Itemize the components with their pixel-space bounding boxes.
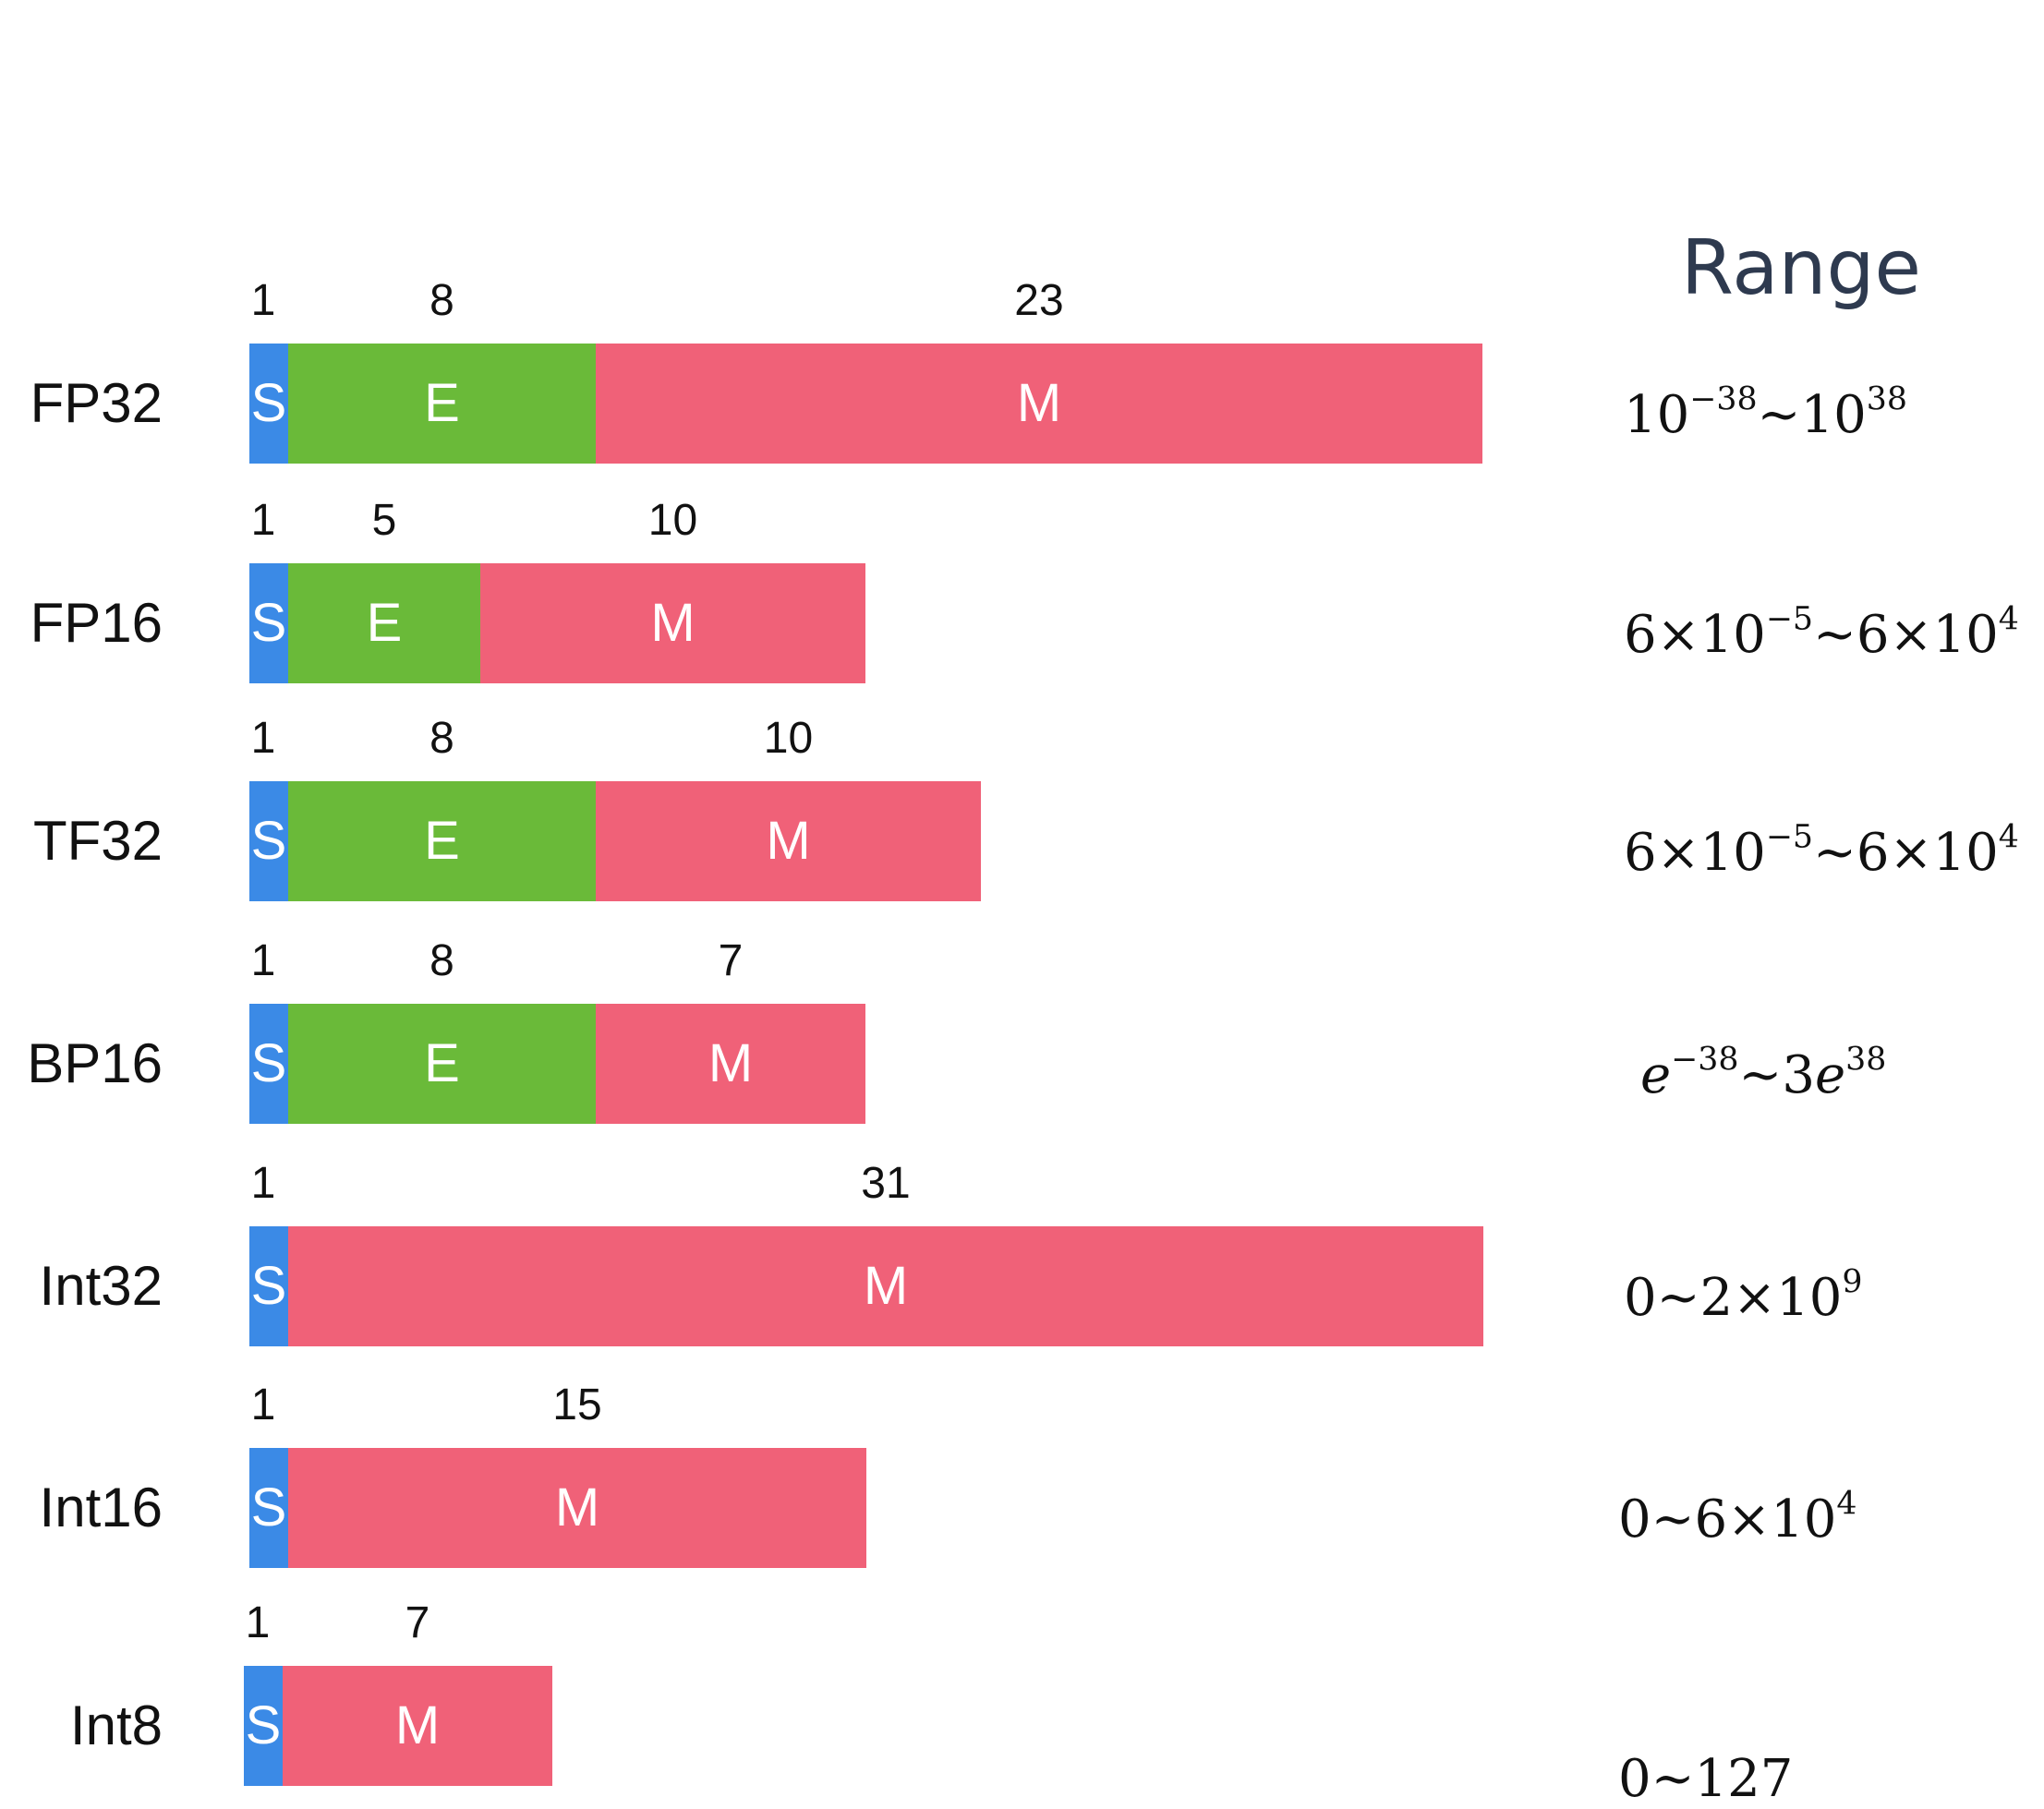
segment-label-exponent: E: [424, 811, 460, 871]
segment-mantissa-fp16: M: [480, 563, 865, 683]
range-base: ~6×10: [1813, 823, 1999, 883]
segment-label-sign: S: [250, 373, 287, 433]
segment-sign-fp16: S: [249, 563, 288, 683]
range-value-fp32: 10−38~1038: [1624, 383, 1907, 441]
segment-mantissa-int8: M: [283, 1666, 552, 1786]
range-value-fp16: 6×10−5~6×104: [1624, 603, 2019, 661]
format-label-int16: Int16: [39, 1477, 163, 1538]
bit-count-mantissa-int8: 7: [405, 1598, 430, 1647]
range-base: e: [1640, 1045, 1672, 1105]
range-header: Range: [1681, 224, 1921, 312]
bit-count-exponent-fp16: 5: [371, 496, 397, 545]
format-label-int8: Int8: [69, 1694, 163, 1756]
segment-sign-int16: S: [249, 1448, 288, 1568]
segment-label-exponent: E: [366, 593, 403, 653]
segment-label-mantissa: M: [863, 1256, 909, 1316]
segment-mantissa-bp16: M: [596, 1004, 865, 1124]
range-base: 0~2×10: [1624, 1268, 1843, 1328]
range-exponent: 4: [1836, 1485, 1857, 1523]
range-exponent: 4: [1998, 818, 2019, 856]
segment-label-exponent: E: [424, 373, 460, 433]
bit-count-exponent-fp32: 8: [429, 276, 454, 325]
segment-exponent-bp16: E: [288, 1004, 596, 1124]
range-base: 0~6×10: [1618, 1489, 1837, 1550]
bit-count-exponent-tf32: 8: [429, 714, 454, 763]
segment-sign-tf32: S: [249, 781, 288, 901]
format-label-bp16: BP16: [27, 1032, 163, 1094]
bit-count-mantissa-fp32: 23: [1014, 276, 1064, 325]
segment-label-sign: S: [250, 1477, 287, 1538]
segment-label-sign: S: [250, 1256, 287, 1316]
range-base: ~10: [1757, 385, 1867, 445]
bit-count-sign-fp32: 1: [250, 276, 276, 325]
bit-count-sign-int8: 1: [245, 1598, 271, 1647]
range-exponent: −5: [1765, 818, 1813, 856]
segment-label-sign: S: [250, 593, 287, 653]
format-label-fp16: FP16: [30, 592, 163, 654]
range-value-bp16: e−38~3e38: [1640, 1043, 1886, 1102]
format-label-tf32: TF32: [32, 810, 163, 872]
bit-count-sign-int16: 1: [250, 1381, 276, 1429]
format-label-int32: Int32: [39, 1255, 163, 1317]
segment-mantissa-int32: M: [288, 1226, 1483, 1346]
segment-exponent-fp16: E: [288, 563, 480, 683]
segment-mantissa-fp32: M: [596, 344, 1482, 464]
bit-count-sign-tf32: 1: [250, 714, 276, 763]
bit-count-sign-int32: 1: [250, 1159, 276, 1208]
segment-sign-bp16: S: [249, 1004, 288, 1124]
segment-sign-int32: S: [249, 1226, 288, 1346]
segment-label-mantissa: M: [554, 1477, 600, 1538]
range-exponent: 9: [1842, 1263, 1863, 1301]
segment-sign-fp32: S: [249, 344, 288, 464]
range-exponent: −38: [1689, 380, 1758, 418]
segment-label-mantissa: M: [394, 1695, 441, 1755]
range-base: 0~127: [1618, 1749, 1794, 1809]
range-base: ~3e: [1738, 1045, 1846, 1105]
range-base: ~6×10: [1813, 605, 1999, 665]
bit-count-mantissa-fp16: 10: [647, 496, 698, 545]
range-exponent: −38: [1671, 1041, 1739, 1079]
bit-count-mantissa-tf32: 10: [763, 714, 814, 763]
segment-label-mantissa: M: [1016, 373, 1062, 433]
segment-label-mantissa: M: [766, 811, 811, 871]
segment-label-sign: S: [250, 811, 287, 871]
range-value-int8: 0~127: [1618, 1754, 1793, 1805]
bit-count-exponent-bp16: 8: [429, 936, 454, 985]
format-label-fp32: FP32: [30, 372, 163, 434]
segment-mantissa-tf32: M: [596, 781, 981, 901]
range-value-int16: 0~6×104: [1618, 1488, 1857, 1546]
bit-count-sign-bp16: 1: [250, 936, 276, 985]
range-base: 10: [1624, 385, 1690, 445]
bit-count-mantissa-int16: 15: [552, 1381, 602, 1429]
bit-count-mantissa-bp16: 7: [718, 936, 744, 985]
segment-label-sign: S: [250, 1033, 287, 1093]
range-base: 6×10: [1624, 605, 1766, 665]
segment-exponent-tf32: E: [288, 781, 596, 901]
range-exponent: 4: [1998, 600, 2019, 638]
segment-exponent-fp32: E: [288, 344, 596, 464]
segment-label-mantissa: M: [650, 593, 695, 653]
range-value-tf32: 6×10−5~6×104: [1624, 821, 2019, 879]
range-value-int32: 0~2×109: [1624, 1266, 1862, 1324]
segment-mantissa-int16: M: [288, 1448, 866, 1568]
segment-label-mantissa: M: [708, 1033, 754, 1093]
bit-count-sign-fp16: 1: [250, 496, 276, 545]
segment-label-sign: S: [245, 1695, 282, 1755]
range-base: 6×10: [1624, 823, 1766, 883]
range-exponent: −5: [1765, 600, 1813, 638]
range-exponent: 38: [1866, 380, 1907, 418]
segment-label-exponent: E: [424, 1033, 460, 1093]
range-exponent: 38: [1845, 1041, 1887, 1079]
bit-count-mantissa-int32: 31: [861, 1159, 911, 1208]
segment-sign-int8: S: [244, 1666, 283, 1786]
